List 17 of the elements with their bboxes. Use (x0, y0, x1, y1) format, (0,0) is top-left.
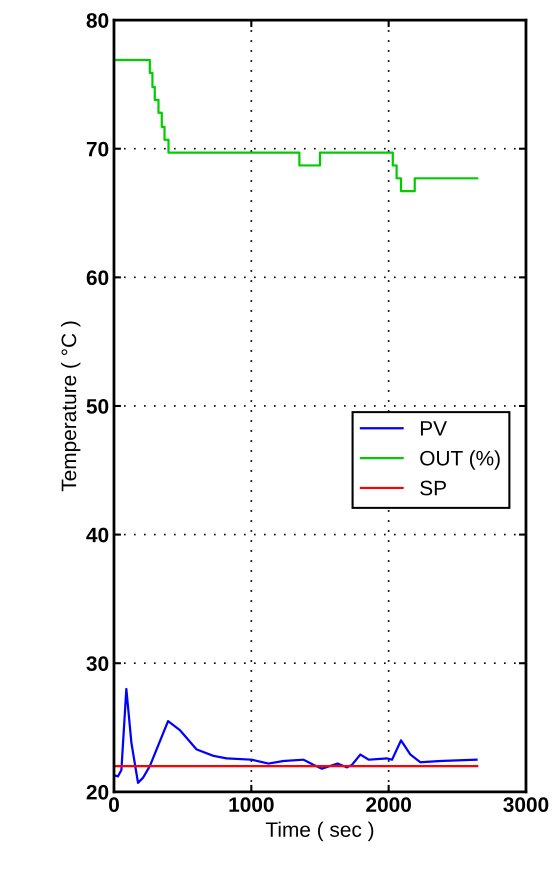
x-tick-label: 3000 (503, 797, 548, 812)
y-tick-label: 50 (86, 398, 108, 414)
x-tick-label: 1000 (229, 797, 274, 812)
legend-label: SP (420, 480, 446, 496)
y-tick-label: 20 (86, 784, 108, 800)
x-tick-label: 2000 (366, 797, 411, 812)
y-tick-label: 40 (86, 528, 108, 542)
y-tick-label: 60 (86, 270, 108, 286)
line-series (114, 688, 478, 784)
y-tick-label: 80 (86, 13, 108, 28)
x-tick-label: 0 (109, 797, 119, 812)
y-axis-title: Temperature ( °C ) (60, 321, 80, 492)
y-tick-label: 70 (86, 142, 108, 156)
y-tick-label: 30 (86, 656, 108, 672)
legend-label: OUT (%) (420, 450, 500, 470)
legend-label: PV (420, 421, 447, 436)
x-axis-title: Time ( sec ) (266, 822, 374, 842)
